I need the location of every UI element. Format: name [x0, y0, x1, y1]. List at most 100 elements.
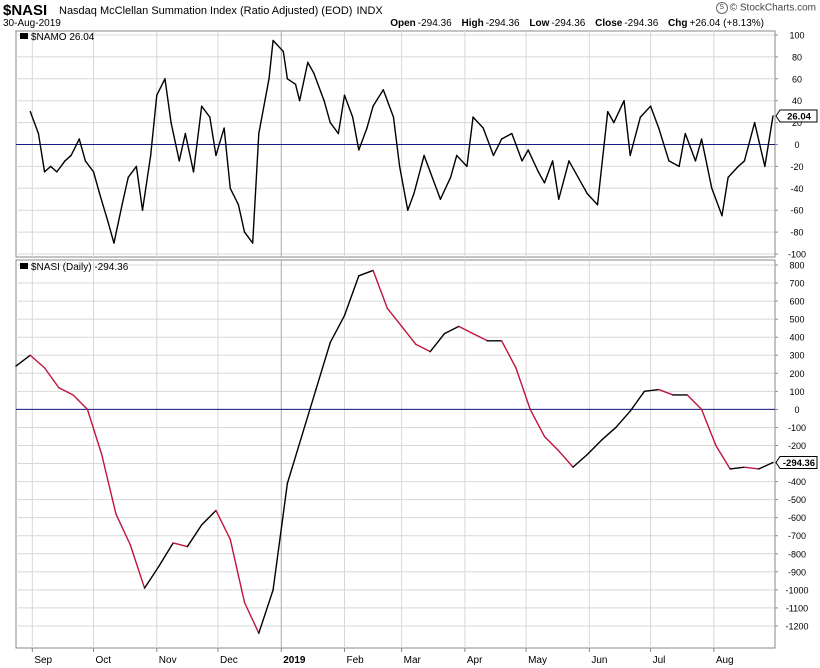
namo-line-segment	[580, 182, 589, 195]
namo-legend-swatch	[20, 33, 28, 39]
namo-line-segment	[209, 116, 217, 157]
namo-line-segment	[649, 105, 660, 129]
nasi-series-line	[15, 269, 774, 634]
namo-line-segment	[323, 99, 331, 124]
quote-date: 30-Aug-2019	[3, 18, 61, 29]
namo-line-segment	[223, 127, 231, 190]
namo-line-segment	[127, 165, 138, 179]
nasi-line-segment	[200, 509, 217, 526]
x-tick-label: Dec	[220, 655, 238, 666]
nasi-line-segment	[386, 307, 403, 328]
namo-line-segment	[413, 154, 425, 195]
high-label: High	[461, 18, 484, 29]
namo-line-segment	[149, 94, 158, 157]
namo-last-value-text: 26.04	[787, 111, 811, 122]
namo-line-segment	[229, 187, 240, 206]
nasi-line-segment	[500, 340, 517, 369]
nasi-line-segment	[315, 341, 331, 391]
nasi-y-tick-label: 600	[789, 297, 804, 307]
namo-line-segment	[135, 165, 144, 211]
nasi-line-segment	[586, 439, 603, 456]
nasi-y-tick-label: 300	[789, 351, 804, 361]
namo-line-segment	[668, 160, 680, 168]
namo-line-segment	[113, 204, 123, 244]
chg-value: +26.04 (+8.13%)	[689, 18, 765, 29]
nasi-line-segment	[29, 354, 46, 369]
nasi-line-segment	[229, 538, 246, 604]
nasi-line-segment	[100, 453, 117, 515]
nasi-legend-swatch	[20, 263, 28, 269]
nasi-last-value-tag: -294.36	[775, 456, 818, 470]
nasi-line-segment	[215, 509, 231, 541]
namo-line-segment	[351, 116, 360, 151]
namo-line-segment	[743, 121, 756, 162]
namo-y-tick-label: 100	[789, 31, 804, 41]
namo-line-segment	[294, 83, 301, 102]
namo-line-segment	[78, 138, 87, 162]
namo-line-segment	[343, 94, 354, 118]
x-tick-label: May	[528, 655, 547, 666]
nasi-line-segment	[729, 466, 746, 470]
namo-line-segment	[286, 78, 297, 85]
watermark: S © StockCharts.com	[715, 2, 816, 14]
namo-y-tick-label: 40	[792, 96, 802, 106]
namo-line-segment	[623, 99, 631, 157]
x-tick-label: Jun	[591, 655, 607, 666]
namo-last-value-box	[775, 109, 818, 123]
namo-line-segment	[372, 89, 384, 107]
namo-line-segment	[156, 78, 166, 96]
namo-line-segment	[764, 115, 774, 168]
nasi-line-segment	[600, 426, 617, 441]
nasi-y-tick-label: -500	[788, 495, 806, 505]
namo-legend-text: $NAMO 26.04	[31, 32, 95, 43]
nasi-y-tick-label: -100	[788, 423, 806, 433]
nasi-line-segment	[115, 513, 131, 546]
namo-line-segment	[272, 39, 284, 53]
nasi-y-axis: 8007006005004003002001000-100-200-300-40…	[775, 261, 809, 631]
namo-line-segment	[215, 127, 225, 157]
nasi-line-segment	[243, 601, 260, 634]
namo-line-segment	[170, 121, 180, 162]
namo-line-segment	[466, 116, 474, 168]
x-tick-label: Nov	[159, 655, 177, 666]
namo-line-segment	[721, 176, 729, 217]
namo-line-segment	[121, 176, 129, 206]
namo-line-segment	[607, 110, 615, 124]
namo-line-segment	[358, 127, 368, 151]
namo-line-segment	[37, 132, 46, 173]
namo-line-segment	[629, 116, 642, 157]
namo-y-tick-label: 0	[794, 140, 799, 150]
nasi-y-tick-label: 500	[789, 315, 804, 325]
nasi-line-segment	[415, 343, 431, 353]
namo-y-axis: 100 80 60 40 20 0 -20 -40 -60 -80 -100	[775, 31, 806, 260]
namo-line-segment	[449, 154, 458, 179]
namo-line-segment	[29, 110, 40, 135]
namo-line-segment	[70, 138, 80, 157]
namo-y-tick-label: 60	[792, 74, 802, 84]
nasi-line-segment	[643, 388, 660, 393]
namo-line-segment	[107, 220, 115, 244]
nasi-line-segment	[615, 410, 631, 429]
namo-y-tick-label: -80	[790, 228, 803, 238]
nasi-y-tick-label: 200	[789, 369, 804, 379]
nasi-legend-text: $NASI (Daily) -294.36	[31, 262, 129, 273]
namo-line-segment	[329, 121, 340, 135]
namo-line-segment	[398, 165, 409, 211]
namo-series-line	[29, 39, 774, 244]
namo-line-segment	[382, 89, 395, 118]
nasi-y-tick-label: -800	[788, 549, 806, 559]
namo-line-segment	[307, 61, 315, 75]
x-axis: Sep Oct Nov Dec 2019 Feb Mar Apr May Jun Jul Aug	[31, 648, 734, 666]
namo-line-segment	[439, 176, 452, 200]
nasi-line-segment	[458, 325, 474, 335]
namo-line-segment	[407, 193, 415, 211]
nasi-y-tick-label: -1200	[785, 621, 808, 631]
namo-y-tick-label: -100	[788, 250, 806, 260]
nasi-y-tick-label: -1100	[786, 603, 808, 613]
namo-line-segment	[98, 193, 109, 222]
namo-line-segment	[429, 171, 442, 200]
nasi-line-segment	[86, 408, 103, 456]
nasi-last-value-text: -294.36	[783, 458, 815, 469]
namo-last-value-tag: 26.04	[775, 109, 818, 123]
